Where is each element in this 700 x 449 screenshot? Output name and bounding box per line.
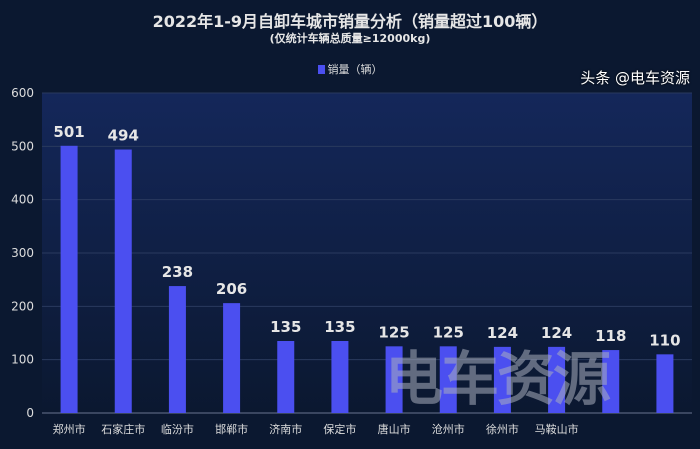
- chart-subtitle: (仅统计车辆总质量≥12000kg): [269, 32, 431, 45]
- bar: [385, 346, 403, 413]
- bar: [60, 145, 78, 414]
- data-label: 206: [216, 280, 247, 298]
- data-label: 110: [649, 331, 680, 349]
- data-label: 494: [108, 127, 139, 145]
- bar: [602, 350, 620, 413]
- legend-swatch: [317, 65, 325, 74]
- bar: [439, 346, 457, 413]
- bar: [277, 341, 295, 413]
- data-label: 501: [53, 123, 84, 141]
- bar: [493, 346, 511, 413]
- x-tick-label: 唐山市: [378, 422, 411, 436]
- data-label: 124: [541, 324, 572, 342]
- data-label: 125: [378, 323, 409, 341]
- y-tick-label: 400: [11, 193, 34, 207]
- watermark-credit: 头条 @电车资源: [580, 69, 690, 87]
- bar: [223, 303, 241, 413]
- x-tick-label: 保定市: [323, 422, 356, 436]
- legend-label: 销量（辆）: [327, 63, 383, 76]
- data-label: 238: [162, 263, 193, 281]
- y-tick-label: 500: [11, 139, 34, 153]
- bar: [656, 354, 674, 413]
- watermark-logo: 电车资源: [385, 345, 611, 413]
- y-tick-label: 300: [11, 246, 34, 260]
- bar: [168, 286, 186, 413]
- data-label: 125: [433, 323, 464, 341]
- x-tick-label: 徐州市: [486, 422, 519, 436]
- x-tick-label: 马鞍山市: [535, 422, 579, 436]
- x-tick-label: 邯郸市: [215, 422, 248, 436]
- y-tick-label: 200: [11, 299, 34, 313]
- y-tick-label: 100: [11, 353, 34, 367]
- data-label: 135: [270, 318, 301, 336]
- chart-title: 2022年1-9月自卸车城市销量分析（销量超过100辆）: [152, 12, 548, 31]
- bar: [114, 149, 132, 414]
- data-label: 135: [324, 318, 355, 336]
- x-tick-label: 石家庄市: [101, 422, 145, 436]
- x-tick-label: 临汾市: [161, 422, 194, 436]
- bar: [331, 341, 349, 413]
- data-label: 118: [595, 327, 626, 345]
- x-tick-label: 郑州市: [53, 422, 86, 436]
- x-tick-label: 济南市: [269, 422, 302, 436]
- legend[interactable]: 销量（辆）: [0, 61, 700, 77]
- x-tick-label: 沧州市: [432, 422, 465, 436]
- y-tick-label: 600: [11, 86, 34, 100]
- bar: [548, 346, 566, 413]
- y-tick-label: 0: [26, 406, 34, 420]
- data-label: 124: [487, 324, 518, 342]
